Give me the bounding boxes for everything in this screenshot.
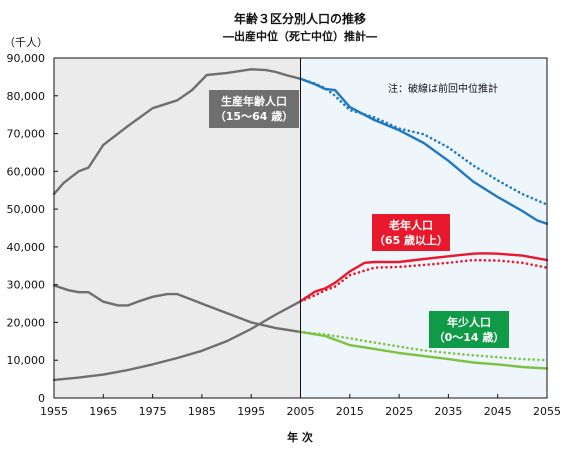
series-label-box <box>209 90 299 128</box>
series-line-elderly-dotted-6 <box>299 258 549 303</box>
series-label-text: （0〜14 歳） <box>434 330 505 344</box>
x-axis-ticks: 1955 1965 1975 1985 1995 2005 2015 2025 2035 2045… <box>40 394 561 418</box>
x-tick-label: 2035 <box>434 405 462 418</box>
y-tick-label: 60,000 <box>7 165 46 178</box>
x-axis-title: 年 次 <box>287 430 313 444</box>
y-tick-label: 50,000 <box>7 203 46 216</box>
chart-subtitle: ―出産中位（死亡中位）推計― <box>223 29 377 43</box>
chart-title: 年齢３区分別人口の推移 <box>234 11 366 26</box>
x-tick-label: 2025 <box>385 405 413 418</box>
series-label-box <box>372 214 450 251</box>
series-label-text: （65 歳以上） <box>374 233 448 247</box>
dashed-line-note: 注：破線は前回中位推計 <box>388 82 498 95</box>
x-tick-label: 1975 <box>139 405 167 418</box>
series-line-historical-solid-2 <box>52 300 302 382</box>
y-axis-ticks: 0 10,000 20,000 30,000 40,000 50,000 60,000 70,… <box>7 52 58 405</box>
series-lines <box>52 68 549 382</box>
series-label-text: 生産年齢人口 <box>221 94 287 108</box>
series-line-youth-dotted-8 <box>299 330 549 362</box>
y-tick-label: 40,000 <box>7 241 46 254</box>
series-line-historical-solid-1 <box>52 284 302 334</box>
x-tick-label: 2005 <box>287 405 315 418</box>
x-tick-label: 1995 <box>237 405 265 418</box>
x-tick-label: 2015 <box>336 405 364 418</box>
series-line-youth-solid-7 <box>299 330 549 370</box>
series-line-historical-solid-0 <box>52 68 302 196</box>
y-tick-label: 10,000 <box>7 354 46 367</box>
series-label-text: （15〜64 歳） <box>215 109 293 123</box>
series-line-working_age-dotted-4 <box>299 77 549 206</box>
x-tick-label: 1985 <box>188 405 216 418</box>
series-label-text: 老年人口 <box>388 218 433 232</box>
y-tick-label: 20,000 <box>7 316 46 329</box>
series-label-box <box>429 311 509 348</box>
y-tick-label: 80,000 <box>7 90 46 103</box>
series-line-elderly-solid-5 <box>299 252 549 303</box>
y-tick-label: 0 <box>38 392 45 405</box>
y-tick-label: 70,000 <box>7 128 46 141</box>
x-tick-label: 1955 <box>40 405 68 418</box>
y-tick-label: 30,000 <box>7 279 46 292</box>
x-tick-label: 2045 <box>484 405 512 418</box>
series-labels: 生産年齢人口（15〜64 歳） 老年人口（65 歳以上） 年少人口（0〜14 歳） <box>209 90 509 348</box>
x-tick-label: 2055 <box>533 405 561 418</box>
y-tick-label: 90,000 <box>7 52 46 65</box>
y-axis-unit-label: （千人） <box>4 36 48 49</box>
x-tick-label: 1965 <box>89 405 117 418</box>
series-label-text: 年少人口 <box>447 315 491 329</box>
